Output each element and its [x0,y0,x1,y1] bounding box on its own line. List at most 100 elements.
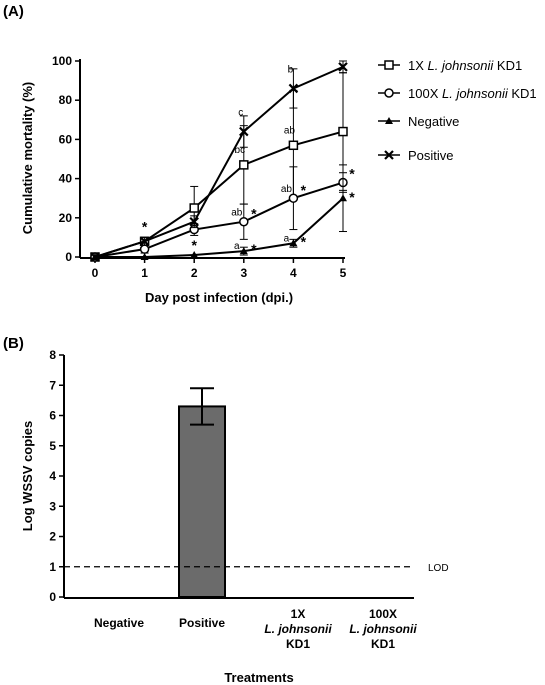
series-line [95,197,344,258]
significance-star: * [301,182,307,198]
legend-item: Negative [378,114,459,129]
triangle-marker [339,194,347,202]
x-marker [189,216,199,227]
category-label-line: 100X [369,607,397,621]
panel-b-y-axis-title: Log WSSV copies [20,421,35,532]
panel-a-y-tick-label: 40 [59,172,73,186]
panel-b-y-tick-label: 7 [49,378,56,392]
panel-b-y-tick-label: 0 [49,590,56,604]
panel-b-x-axis-title: Treatments [224,670,293,685]
panel-a-x-tick-label: 2 [191,266,198,280]
x-marker-stroke [384,150,394,160]
category-label-line: KD1 [286,637,310,651]
category-label-line: 1X [291,607,306,621]
significance-letter: ab [281,184,293,195]
bar [178,405,226,598]
legend-label-prefix: 1X [408,58,428,73]
panel-b-y-tick-label: 3 [49,499,56,513]
category-label: Positive [179,616,225,630]
triangle-marker [190,251,199,259]
panel-a-x-axis-title: Day post infection (dpi.) [145,290,293,305]
significance-star: * [251,241,257,257]
circle-marker [239,216,249,227]
x-marker [239,126,249,137]
significance-letter: b [288,64,294,75]
significance-letter: ab [284,125,296,136]
triangle-marker [385,117,393,124]
legend-item: Positive [378,148,454,163]
panel-a-x-tick-label: 1 [141,266,148,280]
x-marker-stroke [139,236,150,247]
x-marker [288,83,299,94]
category-label: Negative [94,616,144,630]
circle-marker [139,244,150,254]
significance-letter: bc [235,145,246,156]
panel-a-x-tick-label: 3 [240,266,247,280]
x-marker [384,150,394,160]
panel-b-y-tick-label: 1 [49,560,56,574]
square-marker [338,126,348,137]
legend-label-species: L. johnsonii [428,58,495,73]
series-line [94,65,344,258]
series-triangle: a a * * * * [91,164,355,260]
legend-label: Negative [408,114,459,129]
category-label-line: L. johnsonii [264,622,332,636]
panel-b-label: (B) [3,335,24,352]
significance-star: * [251,206,257,222]
legend-label-prefix: 100X [408,86,442,101]
series-x: c b * [90,60,348,262]
significance-star: * [191,237,197,253]
significance-letter: ab [231,208,243,219]
panel-a-y-tick-label: 100 [52,54,72,68]
x-marker-stroke [239,126,249,137]
significance-letter: c [238,108,243,119]
legend-label: 1X L. johnsonii KD1 [408,58,522,73]
triangle-marker [140,253,149,260]
panel-b-y-tick-label: 5 [49,439,56,453]
series-line [94,181,344,258]
significance-star: * [301,233,307,249]
category-label-line: L. johnsonii [349,622,417,636]
significance-letter: a [234,241,240,252]
circle-marker [384,88,394,98]
x-marker-stroke [288,83,299,94]
legend-label: 100X L. johnsonii KD1 [408,86,537,101]
panel-a-x-tick-label: 0 [92,266,99,280]
panel-a-x-tick-label: 5 [340,266,347,280]
panel-a-label: (A) [3,3,24,20]
panel-a-y-axis-title: Cumulative mortality (%) [20,82,35,234]
panel-a-y-tick-label: 80 [59,93,73,107]
x-marker [90,252,100,262]
legend-item: 100X L. johnsonii KD1 [378,86,537,101]
triangle-marker [239,247,248,255]
legend-label-suffix: KD1 [508,86,537,101]
square-marker [288,140,299,151]
x-marker-stroke [189,216,199,227]
panel-a-y-tick-label: 20 [59,211,73,225]
square-marker [239,160,249,170]
legend-item: 1X L. johnsonii KD1 [378,58,522,73]
significance-letter: a [284,233,290,244]
series-square: bc ab [90,72,348,262]
x-marker [139,236,150,247]
panel-b-y-tick-label: 6 [49,409,56,423]
legend-label-species: L. johnsonii [442,86,509,101]
square-marker [384,60,394,70]
category-label-line: Negative [94,616,144,630]
x-marker [338,62,348,72]
panel-b-y-tick-label: 8 [49,348,56,362]
category-label-line: Positive [179,616,225,630]
significance-star: * [142,218,148,234]
triangle-marker [289,239,298,247]
panel-b-y-tick-label: 4 [49,469,56,483]
lod-label: LOD [428,563,449,574]
panel-b-y-tick-label: 2 [49,530,56,544]
x-marker-stroke [338,62,348,72]
legend-label: Positive [408,148,454,163]
legend-label-suffix: KD1 [493,58,522,73]
panel-a-x-tick-label: 4 [290,266,297,280]
x-marker-stroke [90,252,100,262]
